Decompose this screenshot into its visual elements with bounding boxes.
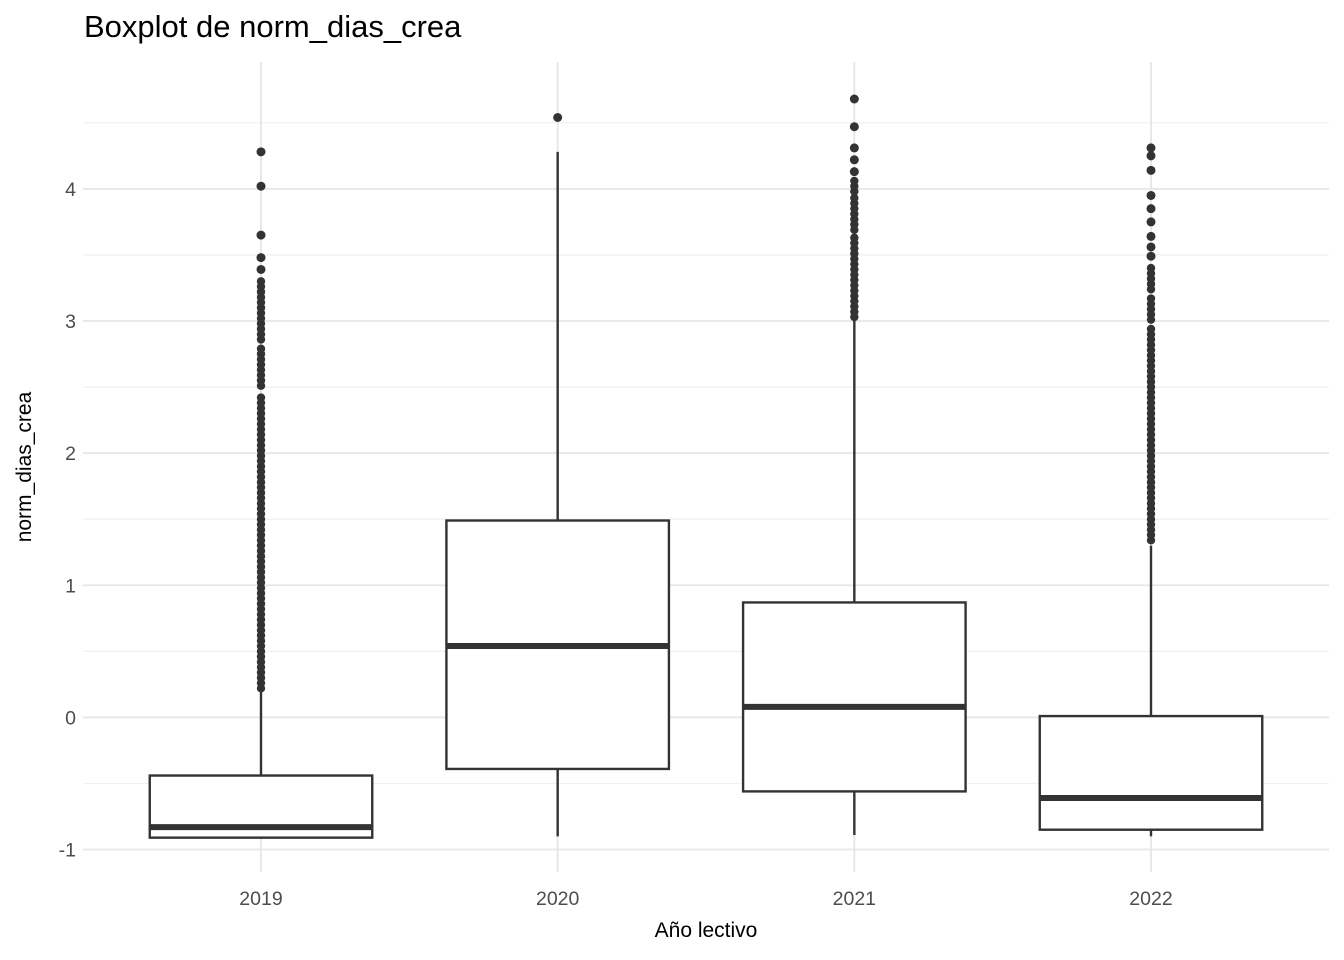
outlier-point (256, 264, 266, 274)
outlier-point (849, 122, 859, 132)
outlier-point (1146, 324, 1156, 334)
y-tick-label: 0 (65, 707, 76, 729)
y-tick-label: 1 (65, 575, 76, 597)
outlier-point (849, 155, 859, 165)
x-tick-label: 2020 (536, 888, 580, 910)
outlier-point (256, 344, 266, 353)
outlier-point (1146, 231, 1156, 241)
chart-title: Boxplot de norm_dias_crea (84, 9, 462, 44)
outlier-point (553, 112, 563, 122)
outlier-point (849, 167, 859, 177)
outlier-point (256, 181, 266, 191)
outlier-point (256, 230, 266, 240)
outlier-point (256, 253, 266, 263)
y-tick-label: 2 (65, 443, 76, 465)
box-2021 (741, 601, 967, 793)
outlier-point (1146, 294, 1156, 303)
y-tick-label: -1 (59, 840, 76, 862)
outlier-point (1146, 251, 1156, 261)
outlier-point (1146, 165, 1156, 175)
outlier-point (256, 147, 266, 157)
outlier-point (1146, 190, 1156, 200)
outlier-point (1146, 143, 1156, 153)
outlier-point (850, 233, 859, 242)
outlier-point (256, 393, 266, 402)
y-tick-label: 3 (65, 311, 76, 333)
x-tick-label: 2021 (833, 888, 876, 910)
outlier-point (1146, 217, 1156, 227)
outlier-point (1146, 263, 1156, 273)
x-axis-title: Año lectivo (654, 919, 758, 942)
outlier-point (849, 94, 859, 104)
outlier-point (850, 176, 859, 186)
outlier-point (849, 143, 859, 153)
outlier-point (1146, 242, 1156, 252)
x-tick-label: 2019 (239, 888, 282, 910)
outlier-point (1146, 204, 1156, 214)
outlier-point (1146, 151, 1156, 161)
outlier-point (256, 277, 266, 286)
y-tick-label: 4 (65, 179, 76, 201)
box-2022 (1038, 714, 1264, 831)
x-tick-label: 2022 (1129, 888, 1172, 910)
outlier-point (850, 193, 859, 203)
